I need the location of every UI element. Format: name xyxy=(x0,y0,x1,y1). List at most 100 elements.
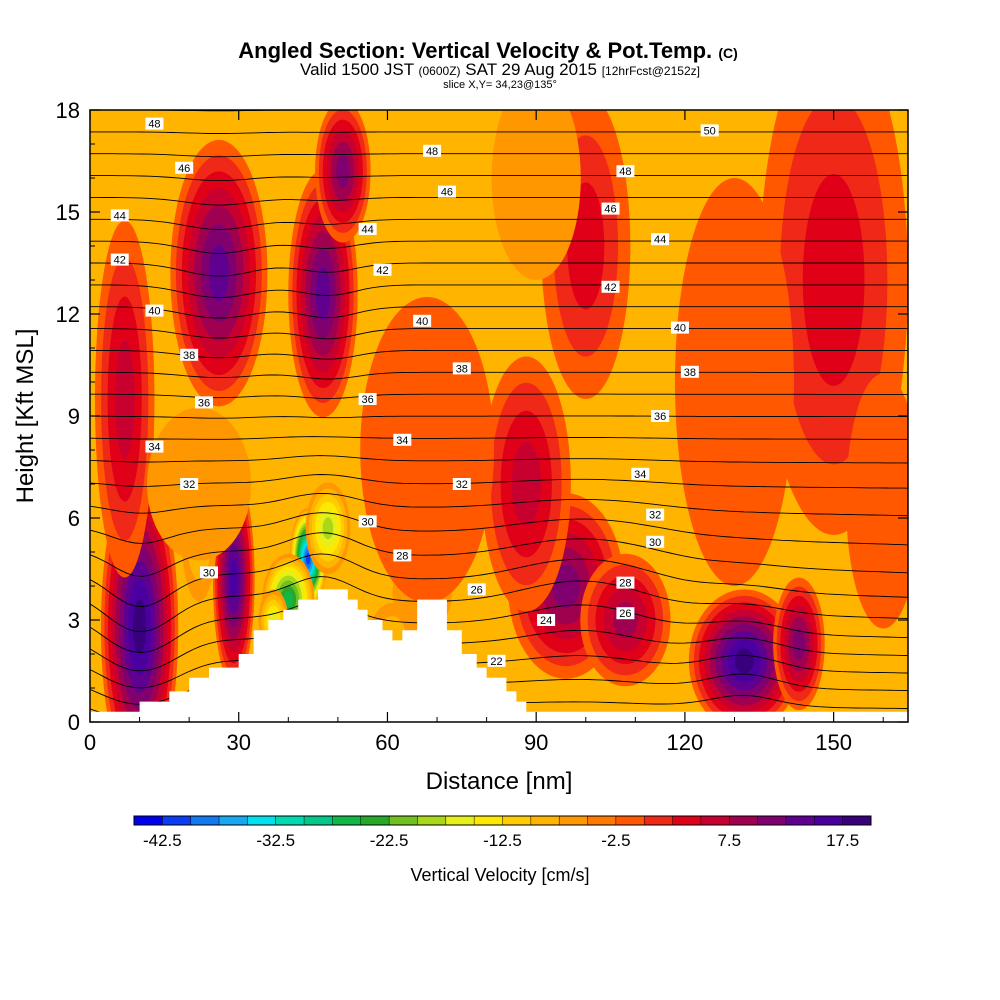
velocity-band xyxy=(208,245,230,302)
contour-label-text: 22 xyxy=(490,656,502,668)
isentrope-38 xyxy=(90,371,908,380)
velocity-feature-6 xyxy=(773,577,825,711)
contour-label-text: 32 xyxy=(649,510,661,522)
contour-label-16: 36 xyxy=(358,393,377,406)
isentrope-35 xyxy=(90,436,908,440)
isentrope-49 xyxy=(90,131,908,134)
velocity-band xyxy=(511,441,541,527)
contour-label-box xyxy=(651,233,670,246)
terrain-mask xyxy=(90,589,908,722)
isentrope-41 xyxy=(90,306,908,319)
colorbar-tick-label: -12.5 xyxy=(483,831,522,850)
velocity-band xyxy=(283,591,293,608)
isentrope-31 xyxy=(90,512,908,546)
x-tick-label: 120 xyxy=(667,730,704,755)
velocity-band xyxy=(306,552,311,565)
contour-label-22: 22 xyxy=(487,654,506,668)
contour-label-15: 38 xyxy=(452,362,471,375)
velocity-field xyxy=(94,110,908,722)
x-tick-label: 30 xyxy=(226,730,250,755)
forecast-info: [12hrFcst@2152z] xyxy=(602,64,700,78)
contour-label-8: 32 xyxy=(180,478,199,491)
isentrope-34 xyxy=(90,455,908,464)
colorbar-tick-label: -2.5 xyxy=(601,831,630,850)
chart-title-unit: (C) xyxy=(718,45,737,61)
isentrope-36 xyxy=(90,415,908,419)
plot-area: 48 46 44 42 40 38 36 34 32 30 48 46 44 42 40 38 36 34 32 30… xyxy=(90,110,908,722)
x-tick-label: 150 xyxy=(815,730,852,755)
contour-label-text: 32 xyxy=(456,479,468,491)
velocity-band xyxy=(147,407,252,561)
contour-label-box xyxy=(601,202,620,215)
contour-label-text: 38 xyxy=(684,367,696,379)
contour-label-text: 48 xyxy=(148,119,160,131)
contour-label-text: 36 xyxy=(654,411,666,423)
colorbar-swatch xyxy=(757,816,787,825)
colorbar-swatch xyxy=(729,816,759,825)
contour-label-21: 26 xyxy=(467,583,486,596)
contour-label-box xyxy=(680,365,699,378)
contour-label-text: 50 xyxy=(704,125,716,137)
contour-label-2: 44 xyxy=(110,209,129,222)
colorbar-swatch xyxy=(417,816,447,825)
contour-label-box xyxy=(110,253,129,266)
colorbar-swatch xyxy=(785,816,815,825)
colorbar-swatch xyxy=(445,816,475,825)
y-tick-label: 9 xyxy=(68,404,80,429)
velocity-band xyxy=(229,559,238,600)
contour-label-text: 34 xyxy=(634,469,646,481)
velocity-band xyxy=(336,154,350,189)
y-tick-label: 12 xyxy=(56,302,80,327)
contour-label-9: 30 xyxy=(199,566,218,579)
chart-title-text: Angled Section: Vertical Velocity & Pot.… xyxy=(238,38,712,63)
isentrope-42 xyxy=(90,284,908,299)
x-axis: 0 30 60 90 120 150 xyxy=(84,110,884,755)
colorbar-swatch xyxy=(190,816,220,825)
isentrope-45 xyxy=(90,218,908,230)
colorbar: -42.5 -32.5 -22.5 -12.5 -2.5 7.5 17.5 xyxy=(133,815,872,850)
contour-label-text: 44 xyxy=(361,224,373,236)
contour-label-box xyxy=(180,478,199,490)
contour-label-text: 46 xyxy=(441,187,453,199)
colorbar-swatch xyxy=(247,816,277,825)
x-tick-label: 60 xyxy=(375,730,399,755)
contour-label-text: 30 xyxy=(361,516,373,528)
isentrope-37 xyxy=(90,393,908,399)
contour-label-text: 48 xyxy=(426,146,438,158)
contour-label-25: 48 xyxy=(616,165,635,178)
contour-label-box xyxy=(358,393,377,405)
colorbar-tick-label: 7.5 xyxy=(717,831,741,850)
contour-label-11: 46 xyxy=(437,185,456,199)
contour-label-text: 44 xyxy=(114,210,126,222)
velocity-band xyxy=(491,110,581,280)
colorbar-swatch xyxy=(389,816,418,825)
contour-label-box xyxy=(110,209,129,222)
velocity-band xyxy=(315,267,331,320)
contour-label-box xyxy=(393,549,412,562)
velocity-band xyxy=(846,373,908,629)
contour-label-text: 38 xyxy=(183,350,195,362)
isentrope-43 xyxy=(90,262,908,277)
velocity-feature-23 xyxy=(674,178,794,586)
contour-label-box xyxy=(195,396,214,409)
contour-label-box xyxy=(631,467,650,480)
velocity-band xyxy=(734,648,754,674)
contour-label-text: 26 xyxy=(619,608,631,620)
velocity-feature-21 xyxy=(147,407,252,561)
chart-subtitle: Valid 1500 JST (0600Z) SAT 29 Aug 2015 [… xyxy=(300,60,700,79)
colorbar-label: Vertical Velocity [cm/s] xyxy=(410,865,589,885)
contour-label-35: 28 xyxy=(616,576,635,590)
x-axis-label: Distance [nm] xyxy=(426,768,573,795)
contour-label-34: 30 xyxy=(646,535,665,549)
slice-info: slice X,Y= 34,23@135° xyxy=(443,79,557,91)
isentrope-30 xyxy=(90,532,908,577)
contour-label-4: 40 xyxy=(145,304,164,318)
contour-label-18: 32 xyxy=(452,478,471,491)
velocity-feature-12 xyxy=(541,110,631,399)
contour-label-19: 30 xyxy=(358,515,377,528)
colorbar-swatch xyxy=(700,816,730,825)
contour-label-box xyxy=(601,280,620,293)
colorbar-swatch xyxy=(134,816,163,825)
colorbar-swatch xyxy=(644,816,673,825)
y-tick-label: 15 xyxy=(56,200,80,225)
